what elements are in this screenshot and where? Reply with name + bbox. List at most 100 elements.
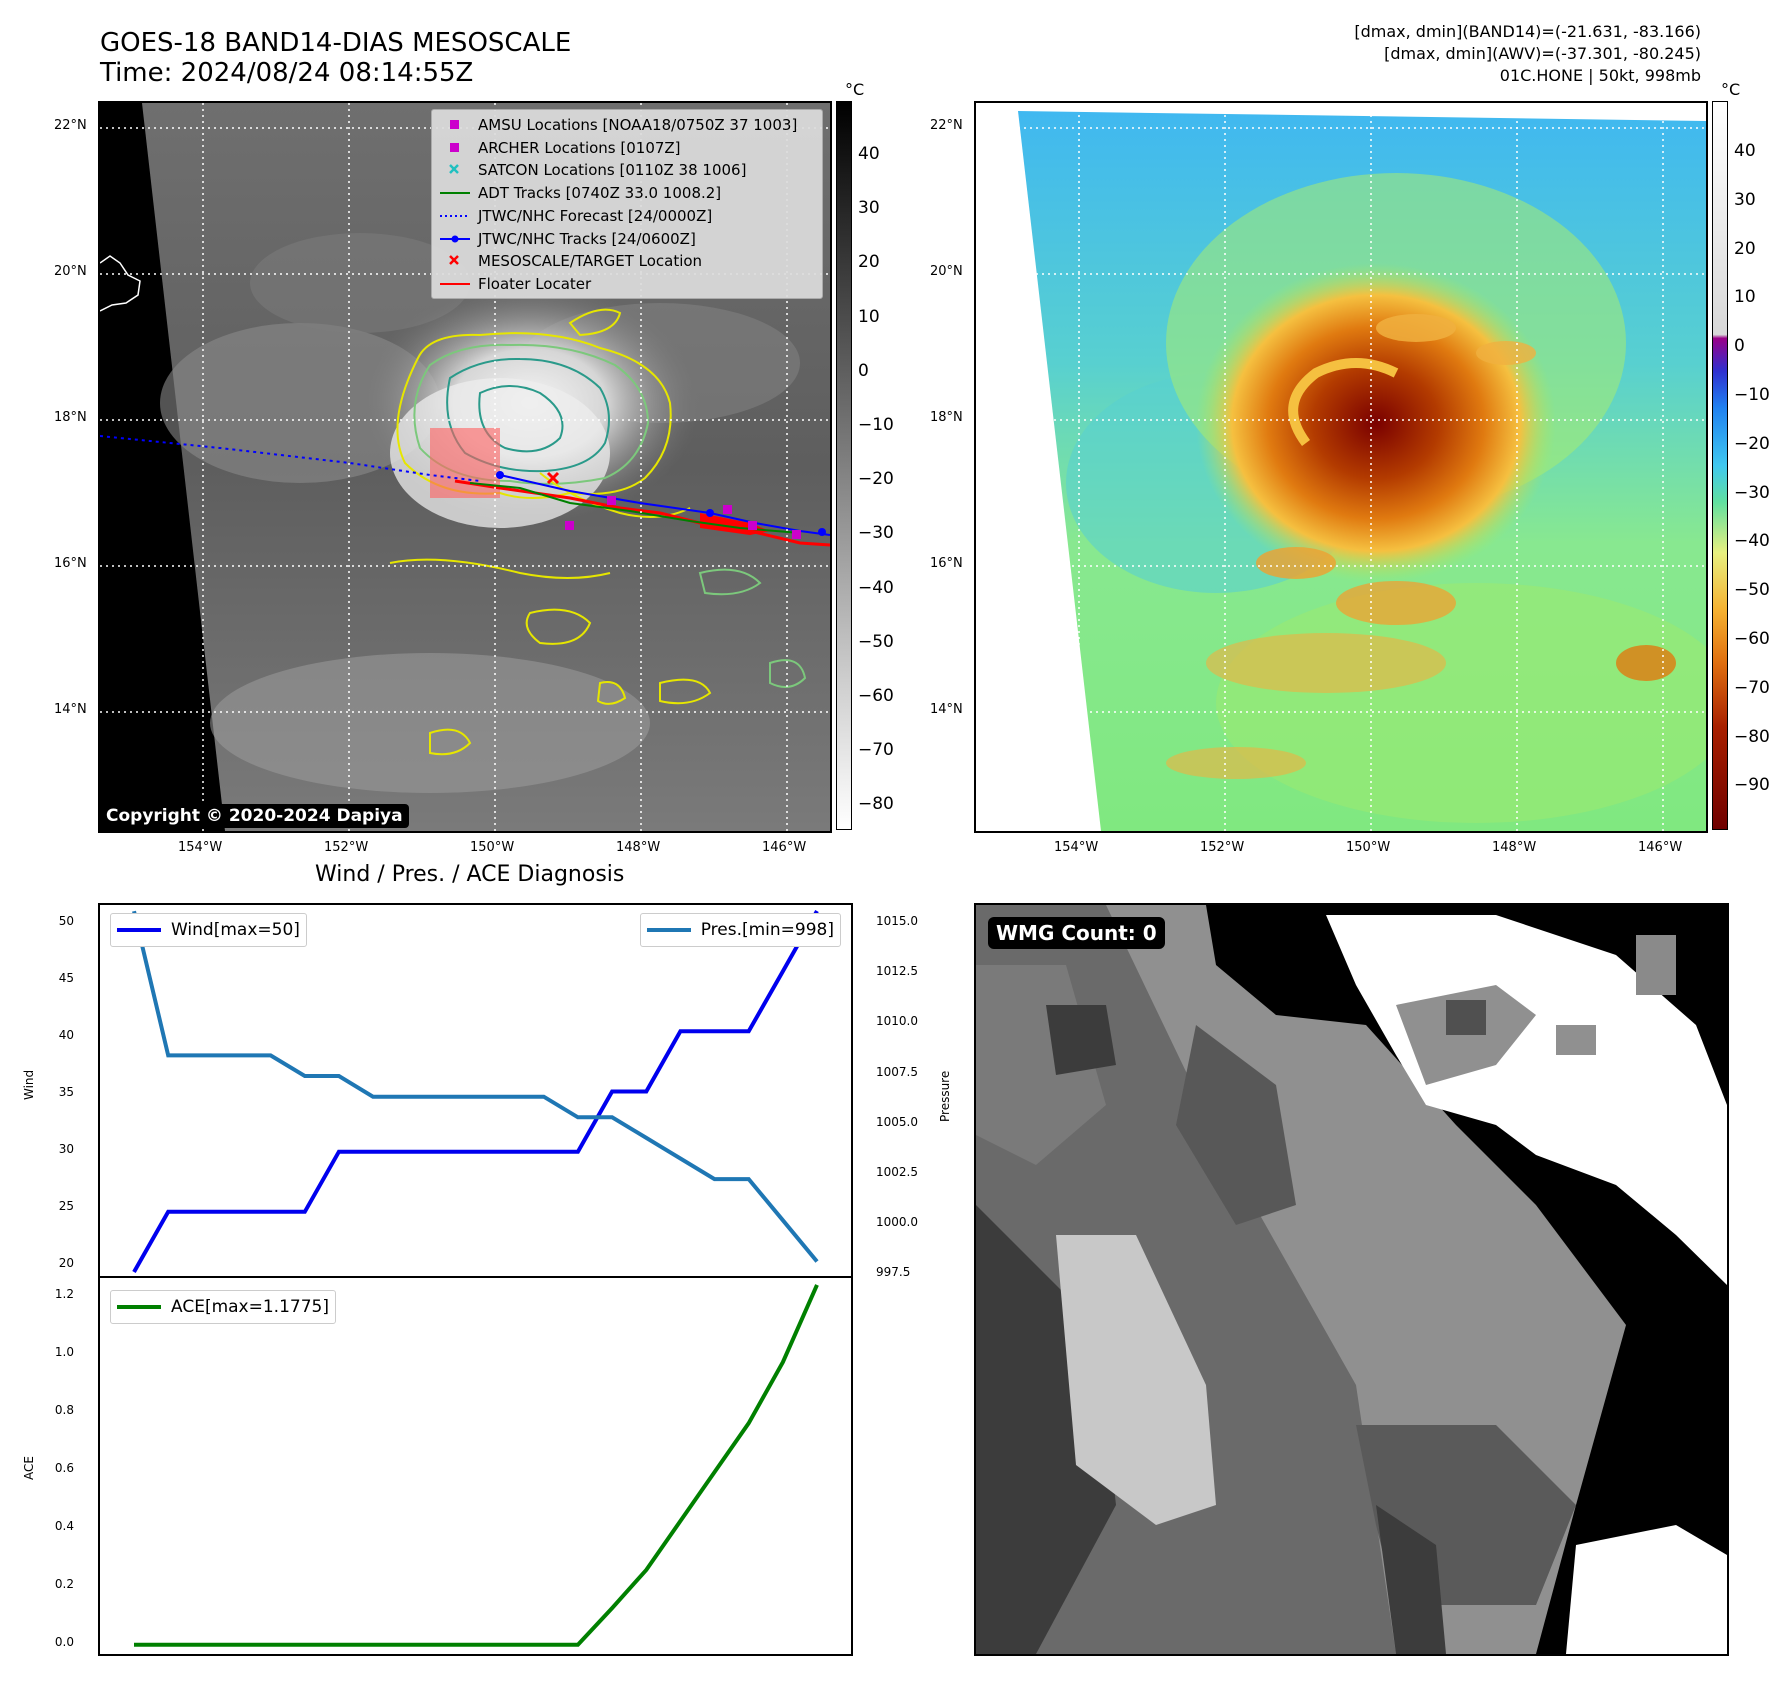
- pressure-axis-tick: 1015.0: [876, 914, 918, 928]
- ace-axis-tick: 0.0: [54, 1635, 74, 1649]
- ace-axis-tick: 0.2: [54, 1577, 74, 1591]
- ir-colorbar-tick: −80: [858, 794, 894, 815]
- awv-colorbar-tick: 10: [1734, 287, 1756, 308]
- info-awv-range: [dmax, dmin](AWV)=(-37.301, -80.245): [1384, 44, 1701, 63]
- series-line-ace: [134, 1284, 819, 1647]
- pressure-legend-label: Pres.[min=998]: [700, 920, 834, 940]
- info-band14-range: [dmax, dmin](BAND14)=(-21.631, -83.166): [1354, 22, 1701, 41]
- ir-colorbar-tick: −50: [858, 631, 894, 652]
- lon-label-146w: 146°W: [1638, 840, 1683, 855]
- wind-legend-label: Wind[max=50]: [171, 920, 300, 940]
- legend-symbol: [432, 182, 478, 204]
- legend-entry: MESOSCALE/TARGET Location: [432, 250, 702, 272]
- legend-symbol: [432, 159, 478, 181]
- ace-axis-tick: 0.8: [54, 1403, 74, 1417]
- pressure-axis-tick: 1002.5: [876, 1165, 918, 1179]
- ir-colorbar-tick: 0: [858, 360, 869, 381]
- ace-axis-tick: 1.0: [54, 1345, 74, 1359]
- ace-legend-label: ACE[max=1.1775]: [171, 1297, 329, 1317]
- ir-colorbar-tick: −70: [858, 740, 894, 761]
- legend-entry: JTWC/NHC Tracks [24/0600Z]: [432, 228, 696, 250]
- legend-entry: Floater Locater: [432, 273, 591, 295]
- pressure-axis-tick: 1000.0: [876, 1215, 918, 1230]
- ace-plot: ACE[max=1.1775]: [98, 1276, 853, 1656]
- ace-axis-tick: 0.6: [54, 1461, 74, 1475]
- wind-legend: Wind[max=50]: [110, 913, 307, 947]
- diagnosis-title: Wind / Pres. / ACE Diagnosis: [315, 862, 625, 887]
- wmg-count-label: WMG Count: 0: [988, 917, 1165, 949]
- lon-label-150w: 150°W: [1346, 840, 1391, 855]
- wind-axis-tick: 35: [58, 1085, 74, 1099]
- legend-label: AMSU Locations [NOAA18/0750Z 37 1003]: [478, 116, 798, 134]
- pressure-axis-label: Pressure: [938, 1070, 952, 1122]
- awv-colorbar-tick: −20: [1734, 433, 1770, 454]
- awv-colorbar-tick: 40: [1734, 141, 1756, 161]
- wind-axis-tick: 20: [58, 1256, 74, 1270]
- wind-axis-tick: 25: [58, 1199, 74, 1213]
- awv-colorbar-unit: °C: [1721, 80, 1741, 99]
- awv-colorbar-tick: −90: [1734, 775, 1770, 796]
- legend-entry: ARCHER Locations [0107Z]: [432, 137, 681, 159]
- figure-title: GOES-18 BAND14-DIAS MESOSCALE: [100, 28, 572, 58]
- legend-label: ARCHER Locations [0107Z]: [478, 138, 681, 157]
- ir-colorbar-tick: 10: [858, 306, 880, 327]
- lat-label-16n: 16°N: [54, 556, 87, 571]
- lat-label-22n: 22°N: [54, 118, 87, 133]
- ir-colorbar-unit: °C: [845, 80, 865, 99]
- lat-label-14n: 14°N: [54, 702, 87, 717]
- ir-colorbar: [836, 101, 852, 830]
- pressure-axis-tick: 997.5: [876, 1265, 911, 1280]
- ir-colorbar-tick: −40: [858, 577, 894, 598]
- awv-colorbar-tick: −60: [1734, 629, 1770, 649]
- wind-axis-tick: 50: [58, 914, 74, 928]
- ace-legend-swatch: [117, 1305, 161, 1309]
- ir-colorbar-tick: 30: [858, 198, 880, 219]
- ir-colorbar-tick: −30: [858, 523, 894, 544]
- figure-time: Time: 2024/08/24 08:14:55Z: [100, 58, 474, 88]
- awv-colorbar-tick: −40: [1734, 531, 1770, 552]
- lon-label-150w: 150°W: [470, 840, 515, 855]
- legend-entry: JTWC/NHC Forecast [24/0000Z]: [432, 205, 712, 227]
- awv-colorbar-tick: 30: [1734, 189, 1756, 210]
- lon-label-152w: 152°W: [1200, 840, 1245, 855]
- legend-label: JTWC/NHC Forecast [24/0000Z]: [478, 206, 713, 225]
- ace-axis-label: ACE: [22, 1456, 36, 1480]
- wind-axis-tick: 45: [58, 971, 74, 985]
- pressure-axis-tick: 1012.5: [876, 964, 918, 979]
- awv-colorbar-tick: −30: [1734, 482, 1770, 503]
- ace-axis-tick: 0.4: [54, 1519, 74, 1533]
- ir-colorbar-tick: −60: [858, 686, 894, 706]
- legend-entry: AMSU Locations [NOAA18/0750Z 37 1003]: [432, 114, 797, 136]
- legend-symbol: [432, 114, 478, 136]
- awv-colorbar-tick: 20: [1734, 238, 1756, 259]
- legend-label: SATCON Locations [0110Z 38 1006]: [478, 161, 747, 180]
- awv-colorbar: [1712, 101, 1728, 830]
- legend-entry: ADT Tracks [0740Z 33.0 1008.2]: [432, 182, 721, 204]
- lon-label-154w: 154°W: [1054, 840, 1099, 855]
- awv-colorbar-tick: −80: [1734, 726, 1770, 747]
- awv-colorbar-tick: −70: [1734, 677, 1770, 698]
- legend-symbol: [432, 250, 478, 272]
- lat-label-18n: 18°N: [54, 410, 87, 425]
- awv-satellite-map: [974, 101, 1708, 833]
- lat-label-16n: 16°N: [930, 556, 963, 571]
- wind-axis-tick: 30: [58, 1142, 74, 1156]
- awv-colorbar-tick: −50: [1734, 580, 1770, 601]
- legend-entry: SATCON Locations [0110Z 38 1006]: [432, 159, 746, 181]
- lat-label-18n: 18°N: [930, 410, 963, 425]
- wind-legend-swatch: [117, 928, 161, 932]
- pressure-legend: Pres.[min=998]: [639, 913, 841, 947]
- legend-symbol: [432, 205, 478, 227]
- pressure-axis-tick: 1007.5: [876, 1064, 918, 1079]
- awv-colorbar-tick: −10: [1734, 385, 1770, 405]
- lon-label-146w: 146°W: [762, 840, 807, 855]
- legend-label: ADT Tracks [0740Z 33.0 1008.2]: [478, 184, 722, 203]
- series-line-wind: [132, 910, 819, 1273]
- wind-axis-tick: 40: [58, 1028, 74, 1042]
- awv-colorbar-tick: 0: [1734, 336, 1745, 357]
- ir-satellite-map: Copyright © 2020-2024 Dapiya AMSU Locati…: [98, 101, 832, 833]
- lon-label-148w: 148°W: [616, 840, 661, 855]
- series-line-pres: [132, 910, 819, 1263]
- ir-colorbar-tick: −10: [858, 415, 894, 435]
- info-storm-id: 01C.HONE | 50kt, 998mb: [1499, 66, 1701, 85]
